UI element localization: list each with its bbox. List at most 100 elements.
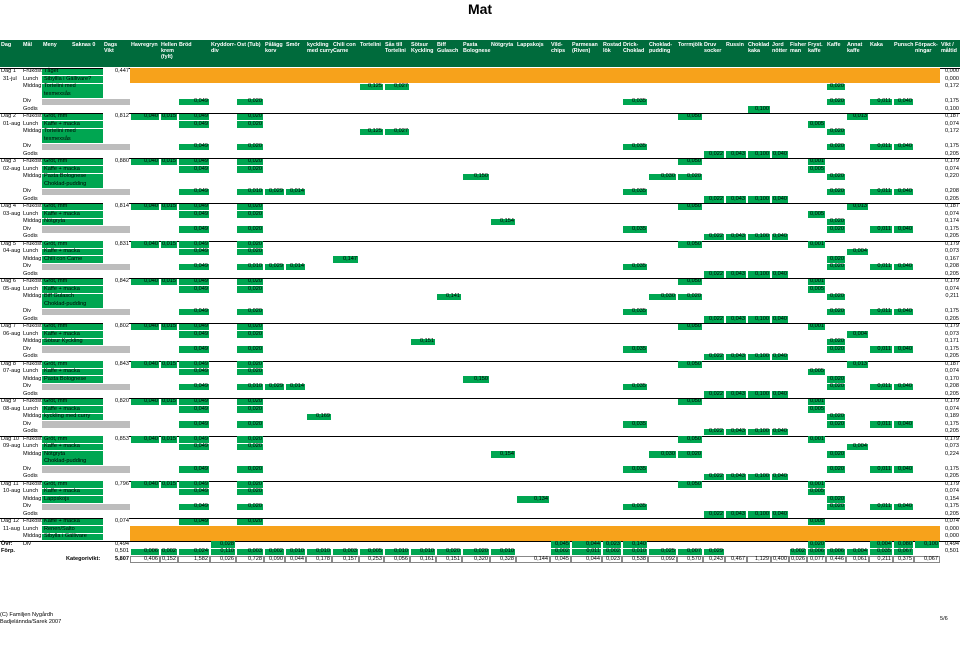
category-weight: 0,157	[343, 555, 357, 562]
value-cell	[808, 121, 825, 128]
meal: Frukost	[23, 360, 42, 367]
meal: Div	[23, 420, 32, 427]
value: 0,002	[162, 548, 176, 554]
day: Dag 1	[1, 68, 16, 74]
meal: Frukost	[23, 398, 42, 404]
value-cell	[726, 511, 746, 518]
menu: Kaffe + macka	[44, 165, 80, 172]
menu: Kaffe + macka	[44, 210, 80, 217]
value: 0,015	[162, 113, 176, 119]
value: 0,015	[162, 158, 176, 164]
meal: Godis	[23, 353, 38, 359]
value: 0,028	[220, 540, 234, 547]
meal: Div	[23, 188, 32, 194]
value: 0,007	[687, 548, 701, 554]
day-separator	[0, 278, 960, 279]
meal-weight: 0,073	[945, 443, 959, 449]
meal: Div	[23, 225, 32, 232]
value-cell	[623, 188, 647, 195]
value-cell	[161, 548, 177, 555]
value-cell	[808, 278, 825, 285]
meal-weight: 0,179	[945, 158, 959, 164]
meal-weight: 0,175	[945, 503, 959, 509]
meal-weight: 0,000	[945, 68, 959, 74]
category-cell	[807, 555, 826, 563]
value: 0,020	[830, 465, 844, 472]
value: 0,005	[810, 405, 824, 412]
meal: Div	[23, 308, 32, 314]
value-cell	[286, 383, 305, 390]
value: 0,030	[661, 293, 675, 299]
value-cell	[827, 413, 845, 420]
value: 0,004	[853, 330, 867, 337]
value: 0,020	[830, 308, 844, 314]
column-header: Bolognese	[463, 48, 491, 55]
value-cell	[131, 361, 159, 368]
value-cell	[623, 548, 647, 555]
column-header: Pasta	[463, 42, 478, 48]
value-cell	[772, 428, 788, 435]
value: 0,002	[791, 548, 805, 554]
value-cell	[847, 443, 868, 450]
menu-cell	[42, 398, 103, 405]
menu: Gröt, mm	[44, 158, 68, 164]
value: 0,050	[687, 398, 701, 404]
value: 0,020	[248, 398, 262, 404]
meal: Godis	[23, 233, 38, 239]
meal-weight: 0,211	[945, 293, 959, 299]
value: 0,001	[810, 158, 824, 164]
meal: Frukost	[23, 480, 42, 487]
value: 0,125	[368, 128, 382, 134]
value: 0,140	[632, 540, 646, 547]
meal-weight: 0,100	[945, 105, 959, 112]
column-header: man	[790, 48, 802, 55]
meal-weight: 0,175	[945, 308, 959, 314]
value-cell	[827, 143, 845, 150]
value: 0,011	[877, 383, 891, 389]
category-cell	[306, 555, 332, 563]
value-cell	[623, 421, 647, 428]
menu-cell	[42, 218, 103, 225]
meal-weight: 0,208	[945, 263, 959, 269]
value: 0,015	[162, 435, 176, 442]
value-cell	[772, 473, 788, 480]
column-header: Hellen	[161, 42, 178, 48]
value: 0,020	[830, 293, 844, 299]
value-cell	[808, 211, 825, 218]
value-cell	[179, 308, 209, 315]
value: 0,043	[731, 150, 745, 157]
day-weight: 0,802	[103, 323, 129, 331]
meal-weight: 0,179	[945, 278, 959, 284]
category-weight: 0,243	[709, 555, 723, 562]
value-cell	[237, 481, 263, 488]
value: 0,020	[248, 503, 262, 509]
value-cell	[827, 338, 845, 345]
category-cell	[869, 555, 893, 563]
value: 0,015	[162, 480, 176, 487]
meal: Middag	[23, 495, 42, 502]
column-header: korv	[265, 48, 277, 55]
value-cell	[894, 421, 913, 428]
category-weight: 0,044	[586, 555, 600, 562]
value: 0,011	[877, 503, 891, 509]
div-band	[42, 143, 130, 150]
summary-label: Kategorivikt:	[66, 555, 101, 562]
div-band	[42, 263, 130, 270]
value-cell	[870, 308, 892, 315]
value-cell	[894, 98, 913, 105]
value-cell	[704, 316, 724, 323]
column-header: Kaffe	[827, 42, 841, 48]
summary-total: 0,501	[945, 548, 959, 554]
value: 0,015	[162, 398, 176, 404]
summary-label: Förp.	[1, 548, 15, 554]
date: 10-aug	[3, 488, 21, 494]
meal-weight: 0,179	[945, 398, 959, 404]
value: 0,027	[394, 128, 408, 134]
value: 0,049	[194, 330, 208, 337]
meal: Div	[23, 465, 32, 472]
value: 0,002	[555, 548, 569, 554]
menu-cell	[42, 241, 103, 248]
value-cell	[623, 346, 647, 353]
value: 0,045	[555, 540, 569, 547]
value: 0,010	[248, 188, 262, 194]
